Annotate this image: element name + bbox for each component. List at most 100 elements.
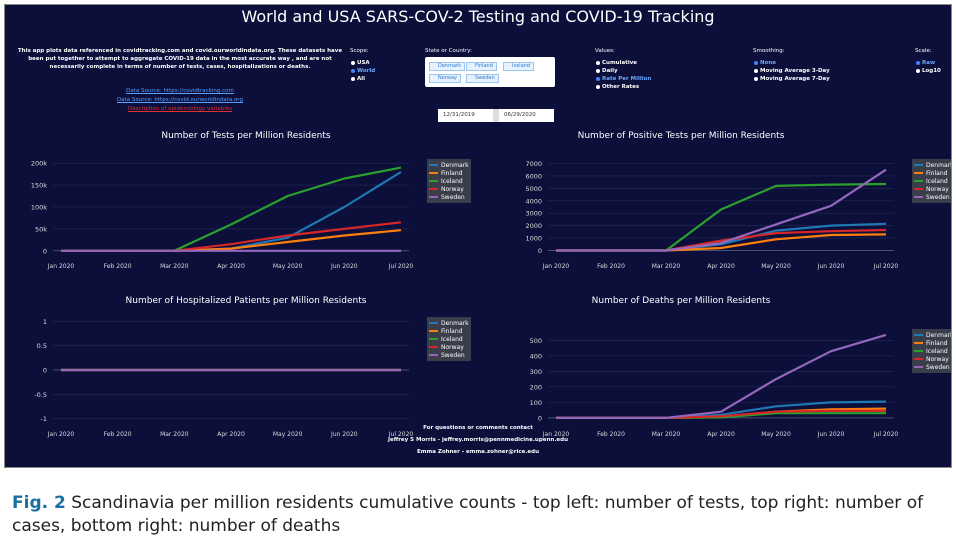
- series-line: [556, 333, 887, 419]
- radio-option[interactable]: World: [351, 67, 375, 75]
- y-tick-label: 200k: [31, 160, 47, 168]
- y-tick-label: 50k: [35, 225, 47, 233]
- radio-dot[interactable]: [754, 61, 758, 65]
- x-tick-label: Jul 2020: [873, 263, 899, 270]
- x-tick-label: Feb 2020: [597, 263, 625, 270]
- link[interactable]: Description of epidemiology variables: [127, 106, 233, 112]
- legend-label: Finland: [926, 340, 948, 347]
- x-tick-label: Mar 2020: [652, 263, 681, 270]
- legend-label: Sweden: [926, 364, 950, 371]
- radio-dot[interactable]: [916, 61, 920, 65]
- radio-dot[interactable]: [351, 69, 355, 73]
- radio-dot[interactable]: [916, 69, 920, 73]
- date-input[interactable]: 06/29/2020: [499, 109, 554, 122]
- x-tick-label: Jan 2020: [47, 263, 75, 270]
- y-tick-label: 1000: [525, 235, 542, 243]
- x-tick-label: Jun 2020: [330, 263, 358, 270]
- legend-label: Norway: [441, 186, 464, 193]
- legend-label: Denmark: [441, 320, 469, 327]
- x-tick-label: Mar 2020: [652, 431, 681, 438]
- radio-dot[interactable]: [754, 77, 758, 81]
- x-tick-label: May 2020: [761, 263, 791, 270]
- y-tick-label: 500: [530, 337, 542, 345]
- radio-dot[interactable]: [596, 61, 600, 65]
- country-tag[interactable]: Iceland: [503, 62, 535, 71]
- x-tick-label: Apr 2020: [217, 431, 245, 438]
- x-tick-label: Jun 2020: [817, 431, 845, 438]
- state-select: Denmark Finland Iceland Norway Sweden: [425, 57, 555, 87]
- legend-label: Finland: [926, 170, 948, 177]
- radio-dot[interactable]: [596, 85, 600, 89]
- date-input[interactable]: 12/31/2019: [438, 109, 493, 122]
- legend-label: Sweden: [926, 194, 950, 201]
- radio-option[interactable]: Daily: [596, 67, 618, 75]
- country-tag[interactable]: Denmark: [429, 62, 465, 71]
- y-tick-label: 0: [538, 414, 542, 422]
- x-tick-label: Jun 2020: [330, 431, 358, 438]
- legend-label: Norway: [926, 186, 949, 193]
- footer-line: For questions or comments contact: [423, 425, 533, 431]
- radio-option[interactable]: All: [351, 75, 365, 83]
- y-tick-label: 1: [43, 318, 47, 326]
- footer-line: Emma Zohner - emma.zohner@rice.edu: [416, 449, 539, 455]
- chart-title: Number of Hospitalized Patients per Mill…: [126, 296, 367, 306]
- radio-dot[interactable]: [596, 69, 600, 73]
- y-tick-label: 2000: [525, 222, 542, 230]
- radio-option[interactable]: Moving Average 7-Day: [754, 75, 830, 83]
- radio-dot[interactable]: [596, 77, 600, 81]
- y-tick-label: 5000: [525, 185, 542, 193]
- x-tick-label: Jun 2020: [817, 263, 845, 270]
- link[interactable]: Data Source: https://covid.ourworldindat…: [117, 97, 243, 103]
- x-tick-label: May 2020: [273, 431, 303, 438]
- legend-label: Denmark: [926, 162, 951, 169]
- legend-label: Iceland: [441, 336, 463, 343]
- description: This app plots data referenced in covidt…: [17, 48, 343, 70]
- y-tick-label: 0: [43, 367, 47, 375]
- legend-label: Denmark: [441, 162, 469, 169]
- chart-title: Number of Deaths per Million Residents: [592, 296, 771, 306]
- dashboard: World and USA SARS-COV-2 Testing and COV…: [4, 4, 952, 468]
- caption-label: Fig. 2: [12, 493, 66, 513]
- x-tick-label: Jan 2020: [47, 431, 75, 438]
- country-tag[interactable]: Norway: [429, 74, 461, 83]
- y-tick-label: 100: [530, 399, 542, 407]
- x-tick-label: Apr 2020: [707, 431, 735, 438]
- y-tick-label: 6000: [525, 172, 542, 180]
- legend-label: Denmark: [926, 332, 951, 339]
- series-line: [61, 166, 402, 252]
- y-tick-label: 150k: [31, 182, 47, 190]
- country-tag[interactable]: Finland: [466, 62, 497, 71]
- control-label: Scope:: [350, 48, 369, 54]
- radio-option[interactable]: USA: [351, 59, 370, 67]
- radio-option[interactable]: Other Rates: [596, 83, 639, 91]
- charts: Number of Tests per Million Residents 0 50…: [31, 131, 951, 438]
- legend-label: Sweden: [441, 194, 465, 201]
- radio-option[interactable]: Rate Per Million: [596, 75, 651, 83]
- radio-dot[interactable]: [351, 77, 355, 81]
- country-tag[interactable]: Sweden: [466, 74, 499, 83]
- x-tick-label: Jul 2020: [388, 431, 414, 438]
- link[interactable]: Data Source: https://covidtracking.com: [126, 88, 234, 94]
- control-label: Smoothing:: [753, 48, 785, 54]
- radio-option[interactable]: Moving Average 3-Day: [754, 67, 830, 75]
- radio-dot[interactable]: [754, 69, 758, 73]
- radio-dot[interactable]: [351, 61, 355, 65]
- x-tick-label: Jan 2020: [542, 263, 570, 270]
- radio-option[interactable]: Cumulative: [596, 59, 637, 67]
- x-tick-label: Feb 2020: [104, 263, 132, 270]
- radio-option[interactable]: Raw: [916, 59, 935, 67]
- y-tick-label: 0: [538, 247, 542, 255]
- x-tick-label: Mar 2020: [160, 263, 189, 270]
- control-label: State or Country:: [425, 48, 472, 54]
- y-tick-label: 7000: [525, 160, 542, 168]
- y-tick-label: 300: [530, 368, 542, 376]
- series-line: [61, 171, 402, 252]
- chart-title: Number of Tests per Million Residents: [161, 131, 331, 141]
- app-title: World and USA SARS-COV-2 Testing and COV…: [241, 7, 715, 26]
- series-line: [61, 229, 402, 252]
- x-tick-label: May 2020: [761, 431, 791, 438]
- radio-option[interactable]: None: [754, 59, 776, 67]
- radio-option[interactable]: Log10: [916, 67, 941, 75]
- y-tick-label: 4000: [525, 197, 542, 205]
